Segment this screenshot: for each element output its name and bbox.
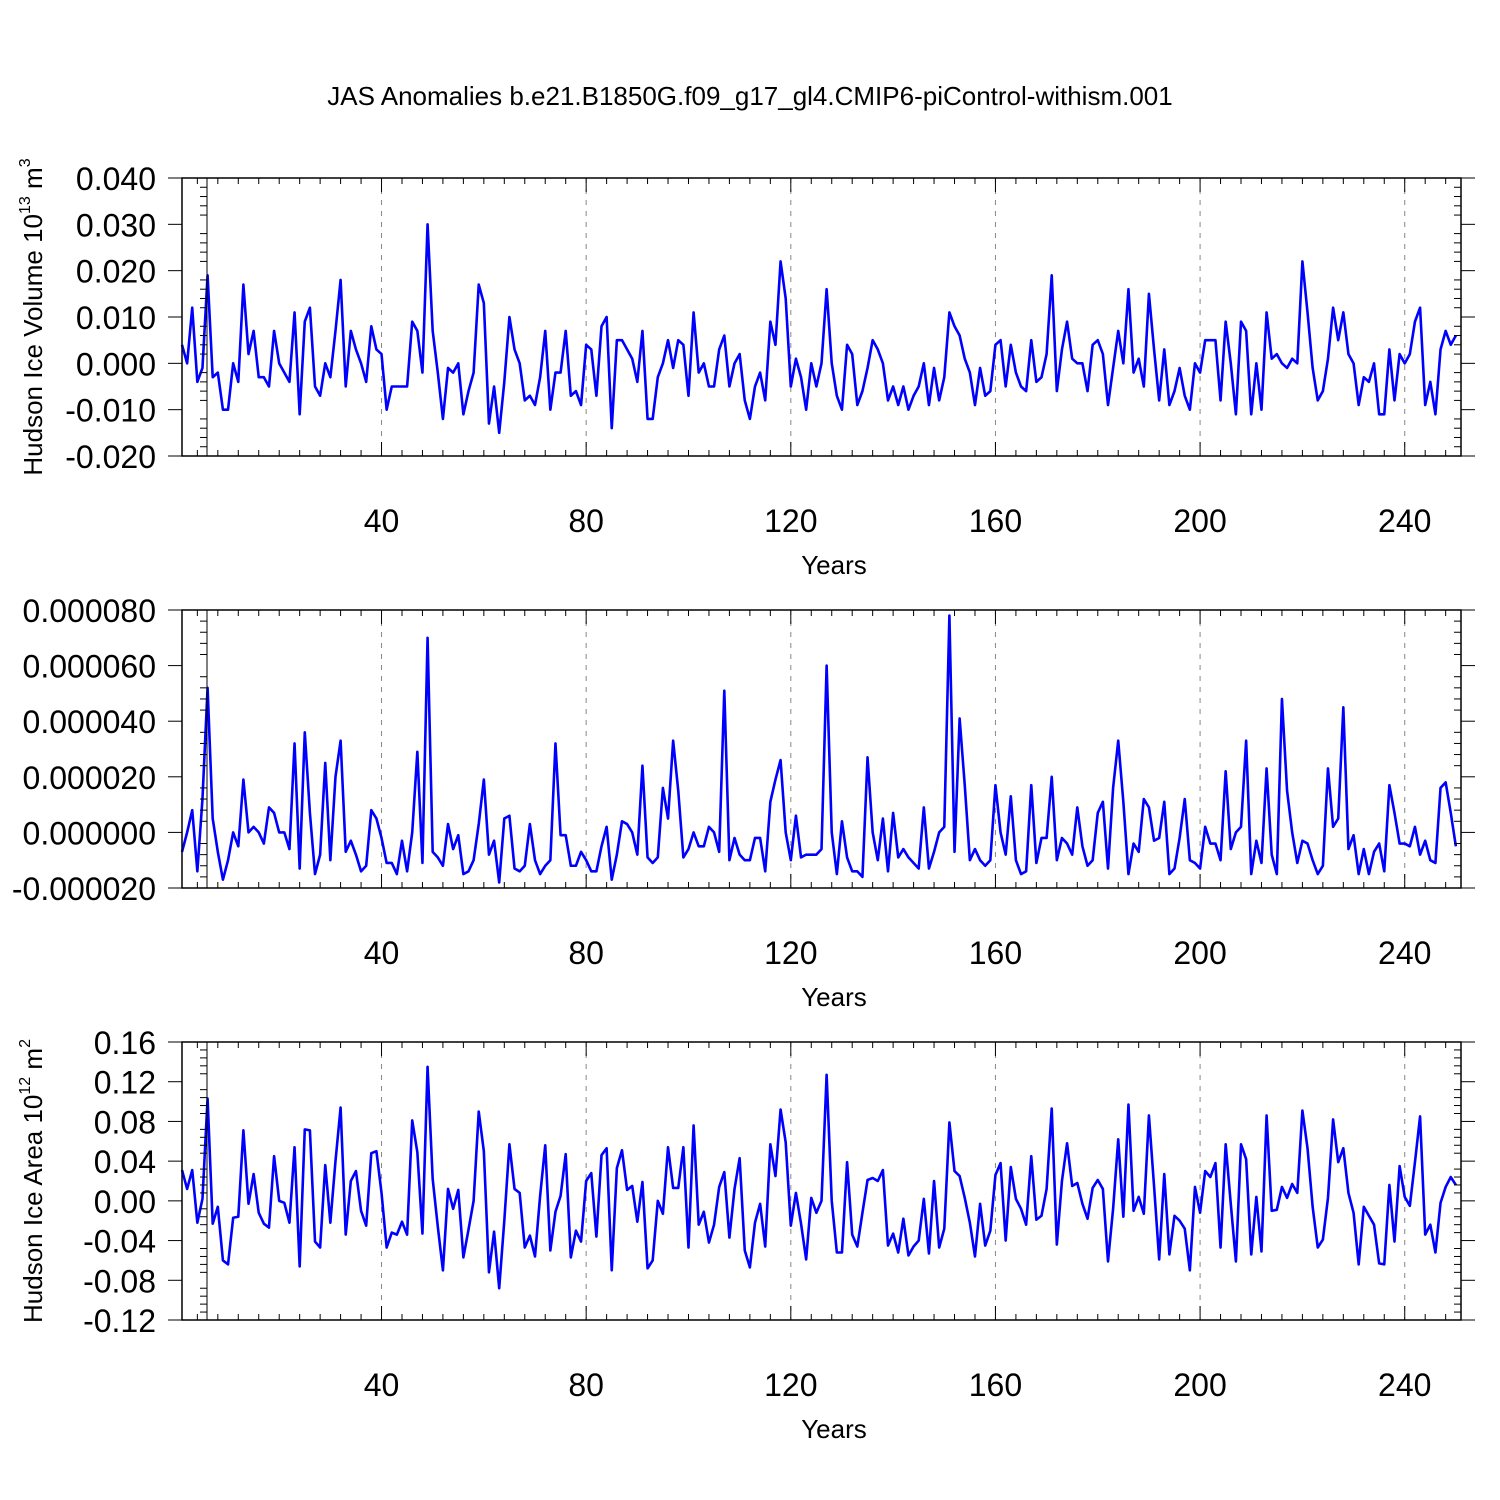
y-tick-label: 0.00 [94,1184,156,1220]
x-tick-label-160: 160 [969,935,1022,971]
x-tick-label-40: 40 [364,935,400,971]
x-axis-label: Years [801,982,867,1012]
y-tick-label: -0.04 [83,1224,156,1260]
y-tick-label: 0.020 [76,254,156,290]
x-axis-label: Years [801,1414,867,1444]
y-tick-label: -0.12 [83,1303,156,1339]
y-tick-label: 0.08 [94,1104,156,1140]
series-line [180,1065,1457,1290]
panel-3: 40 80 120 160 200 240 Years -0.12 -0.08-0.04 0.00… [17,1025,1475,1444]
x-tick-label-80: 80 [568,503,604,539]
x-tick-label-200: 200 [1173,935,1226,971]
x-tick-label-40: 40 [364,1367,400,1403]
y-tick-label: 0.000 [76,346,156,382]
y-tick-label: 0.000080 [23,593,156,629]
y-tick-label: 0.000040 [23,704,156,740]
y-axis-label: Hudson Ice Area 1012 m2 [17,1039,48,1323]
panels: 40 80 120 160 200 240 Years -0.020 -0.010 0.000 0.… [12,158,1475,1444]
x-tick-label-120: 120 [764,1367,817,1403]
panel-1: 40 80 120 160 200 240 Years -0.020 -0.010 0.000 0.… [17,158,1475,580]
y-tick-label: -0.020 [65,439,156,475]
x-tick-label-40: 40 [364,503,400,539]
series-line [180,614,1458,884]
y-tick-label: 0.010 [76,300,156,336]
x-tick-label-160: 160 [969,1367,1022,1403]
x-tick-label-240: 240 [1378,1367,1431,1403]
plot-frame [181,1041,1462,1321]
y-tick-label: 0.12 [94,1065,156,1101]
x-tick-label-240: 240 [1378,503,1431,539]
y-tick-label: 0.000000 [23,815,156,851]
y-tick-label: 0.000020 [23,760,156,796]
y-tick-label: 0.000060 [23,649,156,685]
x-tick-label-120: 120 [764,935,817,971]
x-axis-label: Years [801,550,867,580]
x-tick-label-200: 200 [1173,503,1226,539]
y-axis-label: Hudson Ice Volume 1013 m3 [17,158,48,475]
x-tick-label-200: 200 [1173,1367,1226,1403]
y-tick-label: -0.000020 [12,871,156,907]
y-tick-label: -0.08 [83,1263,156,1299]
y-tick-label: 0.04 [94,1144,156,1180]
series-line [180,223,1458,435]
x-tick-label-160: 160 [969,503,1022,539]
plot-frame [181,609,1462,889]
y-tick-label: 0.040 [76,161,156,197]
y-tick-label: -0.010 [65,393,156,429]
x-tick-label-80: 80 [568,1367,604,1403]
x-tick-label-80: 80 [568,935,604,971]
y-tick-label: 0.16 [94,1025,156,1061]
x-tick-label-240: 240 [1378,935,1431,971]
x-tick-label-120: 120 [764,503,817,539]
panel-2: 40 80 120 160 200 240 Years -0.000020 0.000000 0.… [12,593,1475,1012]
y-tick-label: 0.030 [76,207,156,243]
figure-title: JAS Anomalies b.e21.B1850G.f09_g17_gl4.C… [327,81,1172,111]
